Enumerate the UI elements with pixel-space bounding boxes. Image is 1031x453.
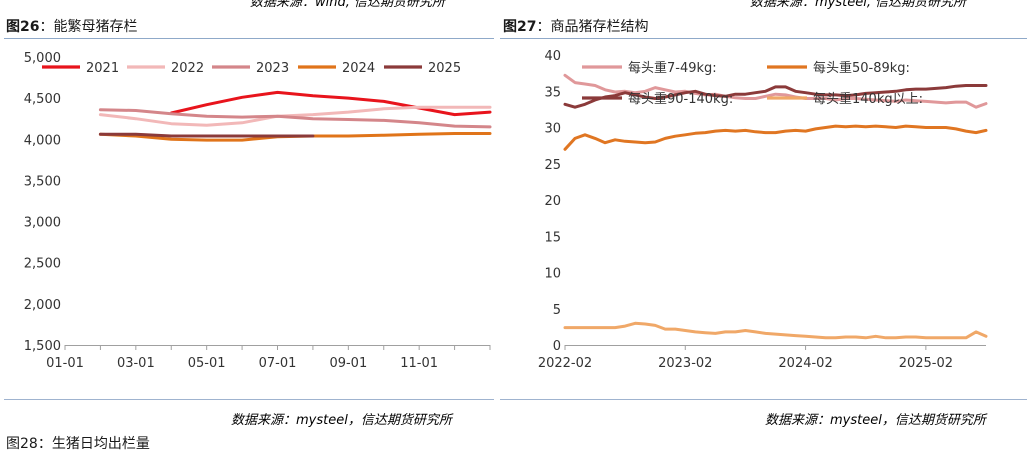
structure-chart-series-line-0 [563,73,988,109]
sow-chart-y-tick-label: 2,500 [24,257,61,272]
sow-chart-y-tick-label: 1,500 [24,339,61,354]
structure-chart-y-tick-label: 25 [544,158,561,173]
top-cut-source-right: 数据来源：mysteel, 信达期货研究所 [750,0,967,10]
figure-26-bottom-rule [4,399,494,400]
figure-26-separator: ： [39,19,54,35]
figure-26-number: 图26 [6,19,40,35]
structure-chart-y-tick-label: 15 [544,230,561,245]
figure-27-bottom-rule [500,399,1027,400]
figure-26-caption: 能繁母猪存栏 [53,19,138,35]
sow-chart-y-tick-label: 2,000 [24,298,61,313]
figure-27-caption: 商品猪存栏结构 [550,19,649,35]
structure-chart-legend-label-2: 每头重90-140kg: [628,91,733,107]
sow-inventory-chart: 1,500 2,000 2,500 3,000 3,500 4,000 4,500 5,000… [24,51,492,371]
sow-chart-legend-label-1: 2022 [171,61,204,76]
sow-chart-x-tick-label: 03-01 [117,356,155,371]
figure-27-title-rule [500,38,1027,39]
figure-26-title-rule [4,38,494,39]
sow-chart-series-line-2 [98,108,492,129]
structure-chart-y-tick-label: 10 [544,267,561,282]
sow-chart-y-tick-label: 4,000 [24,133,61,148]
structure-chart-legend-label-1: 每头重50-89kg: [813,60,910,76]
structure-chart-y-tick-label: 20 [544,194,561,209]
structure-chart-series-line-1 [563,124,988,151]
sow-chart-legend-label-0: 2021 [86,61,119,76]
sow-chart-x-tick-label: 05-01 [188,356,226,371]
structure-chart-legend-label-3: 每头重140kg以上: [813,91,923,107]
structure-chart-series-line-3 [563,321,988,340]
sow-chart-legend-label-3: 2024 [342,61,375,76]
structure-chart-series-line-2 [563,84,988,109]
sow-chart-y-tick-label: 3,000 [24,216,61,231]
structure-chart-x-tick-label: 2022-02 [538,356,592,371]
top-cut-source-left: 数据来源：wind, 信达期货研究所 [250,0,446,10]
sow-chart-x-tick-label: 09-01 [329,356,367,371]
sow-chart-x-tick-label: 01-01 [46,356,84,371]
sow-chart-legend-label-2: 2023 [256,61,289,76]
figure-26-source: 数据来源：mysteel，信达期货研究所 [231,413,452,428]
structure-chart-x-tick-label: 2025-02 [899,356,953,371]
sow-chart-series-line-0 [169,90,492,117]
sow-chart-x-tick-label: 11-01 [400,356,438,371]
sow-chart-series-line-4 [98,132,315,138]
structure-chart-x-tick-label: 2023-02 [658,356,712,371]
figure-27-number: 图27 [503,19,537,35]
structure-chart-legend-label-0: 每头重7-49kg: [628,60,717,76]
figure-27-title: 图27：商品猪存栏结构 [503,16,648,36]
structure-chart-y-tick-label: 40 [544,49,561,64]
structure-chart-y-tick-label: 30 [544,122,561,137]
commercial-pig-structure-chart: 0 5 10 15 20 25 30 35 40 2022-02 2023-02 2024-02 202… [538,49,988,371]
sow-chart-legend-label-4: 2025 [428,61,461,76]
sow-chart-x-tick-label: 07-01 [259,356,297,371]
sow-chart-series-line-1 [98,105,492,127]
structure-chart-x-tick-label: 2024-02 [778,356,832,371]
figure-27-source: 数据来源：mysteel，信达期货研究所 [765,413,986,428]
structure-chart-y-tick-label: 0 [553,339,561,354]
sow-chart-y-tick-label: 4,500 [24,92,61,107]
figure-26-title: 图26：能繁母猪存栏 [6,16,137,36]
figure-27-separator: ： [536,19,551,35]
structure-chart-y-tick-label: 5 [553,303,561,318]
structure-chart-y-tick-label: 35 [544,85,561,100]
figure-28-title-cut: 图28：生猪日均出栏量 [6,436,150,452]
sow-chart-y-tick-label: 5,000 [24,51,61,66]
sow-chart-y-tick-label: 3,500 [24,174,61,189]
